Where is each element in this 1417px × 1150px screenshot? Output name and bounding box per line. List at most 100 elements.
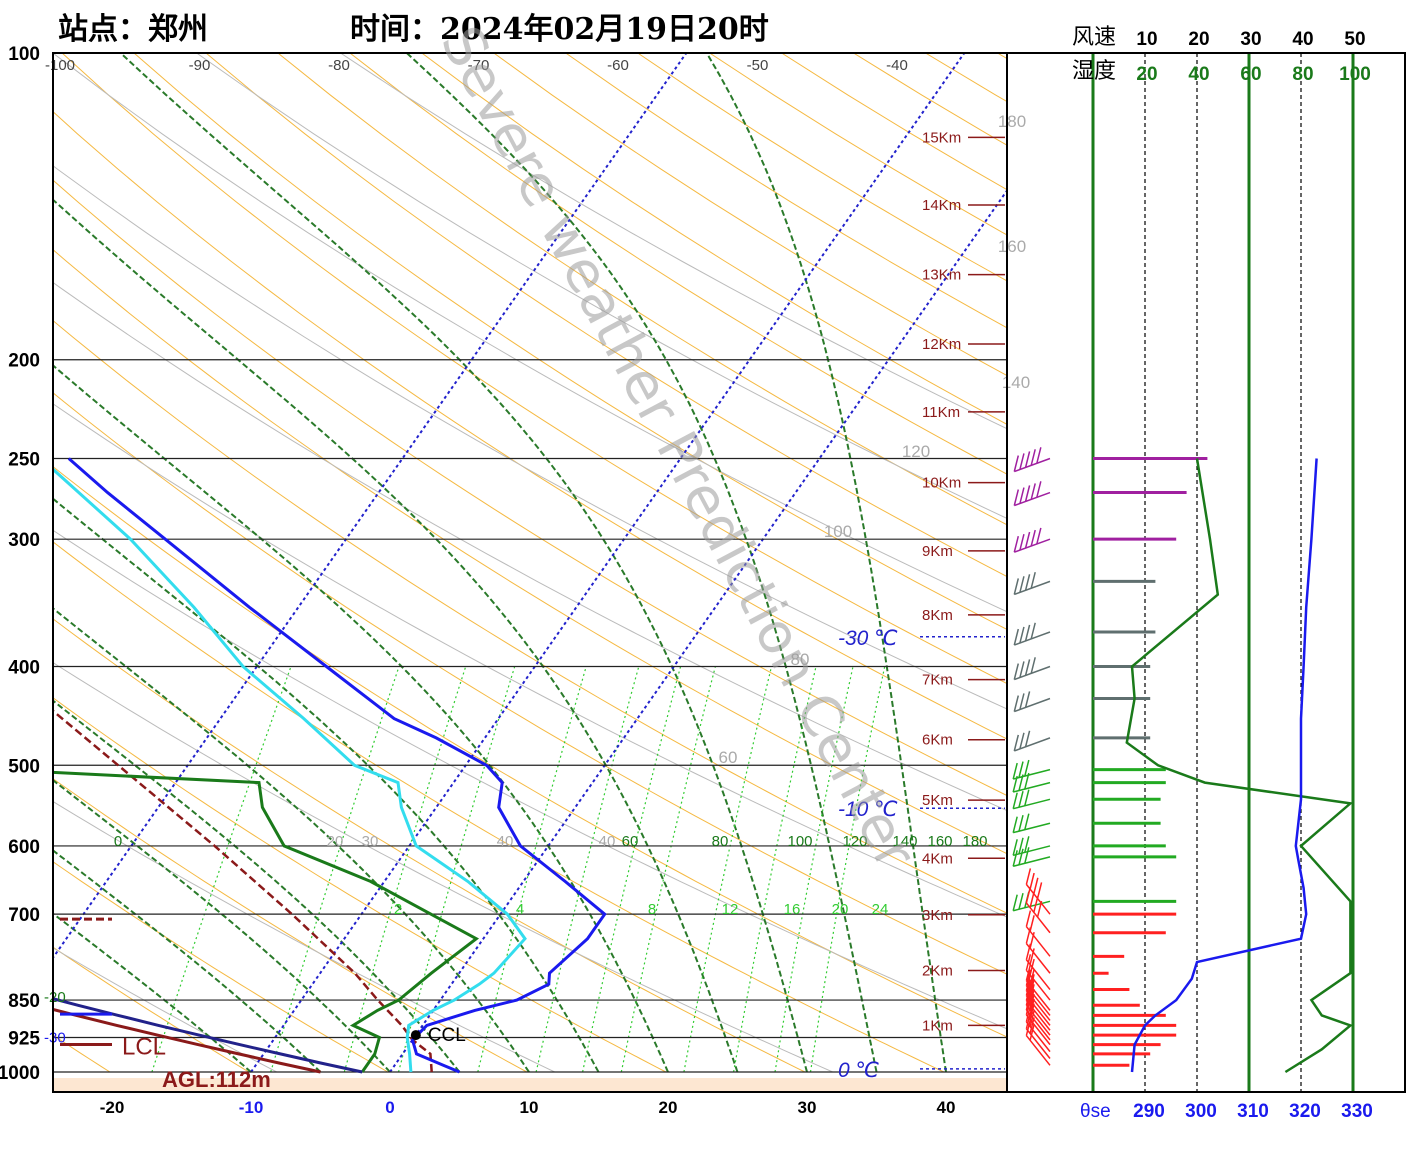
wind-barb-flag [1024, 836, 1030, 853]
height-label: 14Km [922, 197, 961, 214]
moist-adiabat [53, 849, 322, 1073]
wind-barb-flag [1036, 447, 1042, 464]
wind-barb-flag [1024, 485, 1031, 502]
theta-label: 60 [719, 748, 738, 767]
theta-line [53, 403, 1007, 918]
wind-barb-flag [1024, 772, 1030, 790]
wind-barb-flag [1025, 868, 1032, 885]
wind-barb-flag [1025, 984, 1032, 1001]
wind-barb-shaft [1025, 926, 1051, 957]
wind-barb-shaft [1025, 1028, 1051, 1059]
temperature-tick: 20 [659, 1098, 678, 1117]
wind-barb-flag [1036, 900, 1043, 918]
wind-barb [1013, 657, 1051, 681]
theta-se-label: θse [1080, 1101, 1111, 1122]
height-label: 11Km [922, 404, 960, 421]
saturated-label: 120 [842, 833, 867, 850]
reference-curve-red [53, 1007, 321, 1074]
isotherm-label: -10 ℃ [838, 798, 898, 821]
humidity-tick: 80 [1292, 64, 1313, 85]
mixing-ratio-label: 12 [722, 901, 739, 918]
pressure-label: 700 [8, 905, 40, 926]
temperature-tick: 40 [937, 1098, 956, 1117]
pressure-label: 500 [8, 756, 40, 777]
wind-barb-flag [1029, 872, 1035, 890]
top-temperature-label: -90 [189, 57, 211, 74]
theta-se-tick: 300 [1185, 1101, 1217, 1122]
saturated-label: 60 [622, 833, 639, 850]
theta-se-tick: 330 [1341, 1101, 1373, 1122]
wind-barb [1013, 622, 1051, 646]
temperature-curve [67, 457, 607, 1074]
pressure-label: 1000 [0, 1063, 40, 1084]
wind-barb-flag [1030, 449, 1036, 466]
theta-se-curve [1130, 458, 1318, 1073]
wind-barb-flag [1025, 974, 1032, 991]
wind-barb-shaft [1012, 768, 1051, 780]
top-temperature-label: -80 [328, 57, 350, 74]
wind-barb-flag [1018, 893, 1024, 910]
saturated-label: 20 [327, 833, 344, 850]
top-temperature-label: -60 [607, 57, 629, 74]
isotherm-label: -30 ℃ [838, 627, 898, 650]
time-title: 时间：2024年02月19日20时 [350, 12, 769, 47]
surface-band [53, 1078, 1007, 1092]
wind-barb-flag [1025, 927, 1032, 944]
theta-label: 80 [791, 650, 810, 669]
watermark-text: Severe weather Prediction Center [428, 16, 929, 880]
wind-barb-flag [1024, 789, 1030, 806]
wind-barb [1013, 691, 1051, 713]
wind-barb [1013, 447, 1051, 473]
wind-barb-flag [1030, 622, 1036, 640]
mixing-ratio-label: 4 [516, 901, 524, 918]
wind-barb-flag [1025, 969, 1032, 986]
wind-tick: 40 [1292, 29, 1313, 50]
wind-barb-flag [1012, 775, 1018, 793]
wind-barb [1025, 886, 1051, 934]
dry-adiabat [53, 618, 806, 1073]
humidity-tick: 60 [1240, 64, 1261, 85]
wind-barb [1013, 572, 1051, 596]
wind-tick: 30 [1240, 29, 1261, 50]
wind-barb-flag [1036, 481, 1042, 498]
left-marker: -20 [44, 989, 66, 1006]
wind-barb-flag [1024, 574, 1031, 591]
wind-barb-flag [1029, 974, 1035, 991]
saturated-label: 40 [599, 833, 616, 850]
moist-adiabat [53, 607, 530, 1073]
wetbulb-curve [53, 467, 527, 1073]
side-frame [1006, 52, 1406, 1093]
wind-barb-shaft [1025, 1004, 1051, 1036]
wind-barb-flag [1025, 979, 1032, 996]
humidity-label: 湿度 [1072, 58, 1116, 83]
ccl-label: CCL [428, 1025, 466, 1046]
wind-barb-flag [1018, 774, 1024, 791]
height-label: 2Km [922, 962, 953, 979]
wind-barb-flag [1013, 578, 1020, 595]
wind-barb-shaft [1025, 1021, 1051, 1053]
wind-barb-flag [1013, 628, 1020, 646]
humidity-tick: 40 [1188, 64, 1209, 85]
wind-barb-shaft [1025, 943, 1051, 974]
pressure-label: 300 [8, 530, 40, 551]
theta-label: 160 [998, 237, 1026, 256]
mixing-ratio-label: 20 [832, 901, 849, 918]
wind-barb-flag [1013, 663, 1020, 680]
wind-barb-flag [1024, 691, 1031, 708]
wind-barb-flag [1033, 877, 1039, 894]
wind-barb-flag [1012, 816, 1018, 833]
theta-label: 120 [902, 442, 930, 461]
mixing-ratio-label: 8 [648, 901, 656, 918]
wind-barb-flag [1019, 661, 1025, 678]
wind-barb-flag [1029, 984, 1035, 1001]
wind-barb-flag [1036, 882, 1043, 899]
saturated-label: 140 [892, 833, 917, 850]
wind-barb [1013, 730, 1051, 752]
wind-barb-flag [1025, 998, 1032, 1016]
theta-se-tick: 320 [1289, 1101, 1321, 1122]
mixing-ratio-label: 2 [394, 901, 402, 918]
wind-barb [1025, 1012, 1051, 1059]
wind-barb-flag [1018, 814, 1024, 832]
wind-barb [1012, 836, 1051, 857]
